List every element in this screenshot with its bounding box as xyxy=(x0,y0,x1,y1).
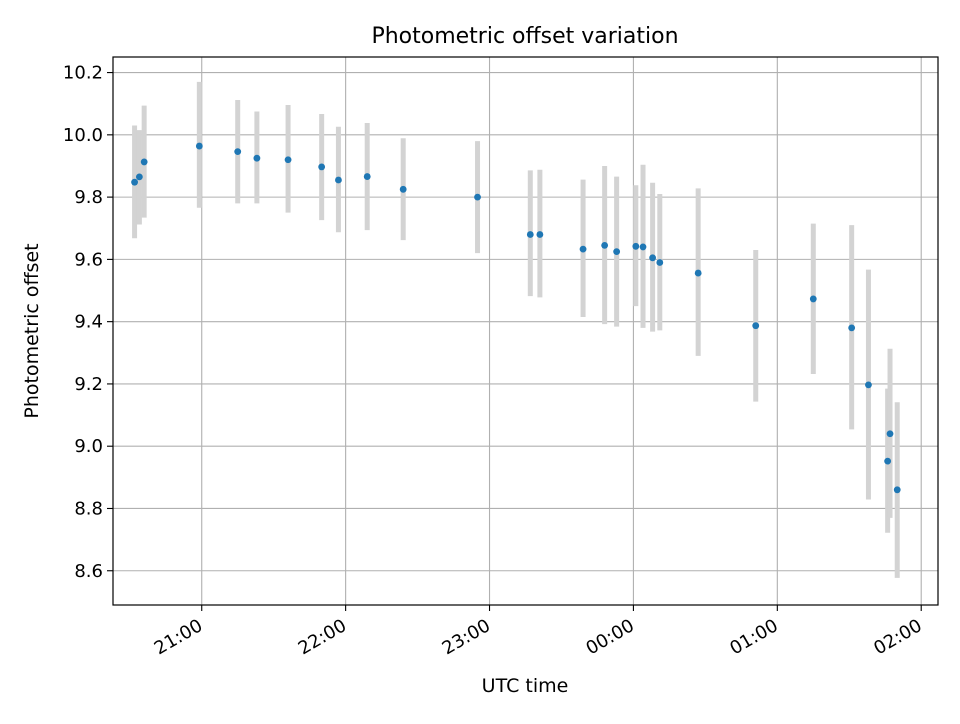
data-point xyxy=(579,245,587,253)
data-point xyxy=(656,259,664,266)
data-point xyxy=(474,193,481,201)
data-point xyxy=(335,176,342,184)
y-tick-label: 9.8 xyxy=(74,187,103,208)
data-point xyxy=(884,457,892,465)
data-point xyxy=(639,243,647,251)
chart-title: Photometric offset variation xyxy=(371,24,678,49)
y-tick-label: 9.6 xyxy=(74,249,103,270)
data-point xyxy=(613,248,621,256)
data-point xyxy=(399,185,407,193)
y-tick-label: 9.2 xyxy=(74,374,103,395)
y-axis: 8.6 8.8 9.0 9.2 9.4 9.6 9.8 10.0 10.2 xyxy=(63,63,113,582)
y-axis-label: Photometric offset xyxy=(21,243,43,418)
data-point xyxy=(536,231,544,238)
data-point xyxy=(135,173,143,181)
data-point xyxy=(140,158,148,166)
data-point xyxy=(318,163,326,171)
data-point xyxy=(649,254,657,262)
data-point xyxy=(752,322,760,330)
data-point xyxy=(363,173,371,180)
x-axis-label: UTC time xyxy=(482,675,569,697)
data-point xyxy=(131,178,138,186)
y-tick-label: 10.2 xyxy=(63,63,103,84)
data-point xyxy=(284,156,292,164)
data-point xyxy=(601,241,609,249)
plot-frame xyxy=(112,56,939,606)
y-tick-label: 8.8 xyxy=(74,498,103,519)
data-points xyxy=(131,142,901,494)
data-point xyxy=(694,269,702,277)
data-point xyxy=(253,154,261,162)
data-point xyxy=(195,142,203,150)
data-point xyxy=(632,242,640,250)
data-point xyxy=(886,430,894,438)
data-point xyxy=(809,295,817,303)
y-tick-label: 9.4 xyxy=(74,312,103,333)
data-point xyxy=(893,486,901,494)
data-point xyxy=(526,231,534,238)
y-tick-label: 9.0 xyxy=(74,436,103,457)
grid xyxy=(113,57,938,605)
data-point xyxy=(848,324,856,332)
data-point xyxy=(234,148,242,156)
data-point xyxy=(865,381,872,389)
y-tick-label: 8.6 xyxy=(74,561,103,582)
y-tick-label: 10.0 xyxy=(63,125,103,146)
